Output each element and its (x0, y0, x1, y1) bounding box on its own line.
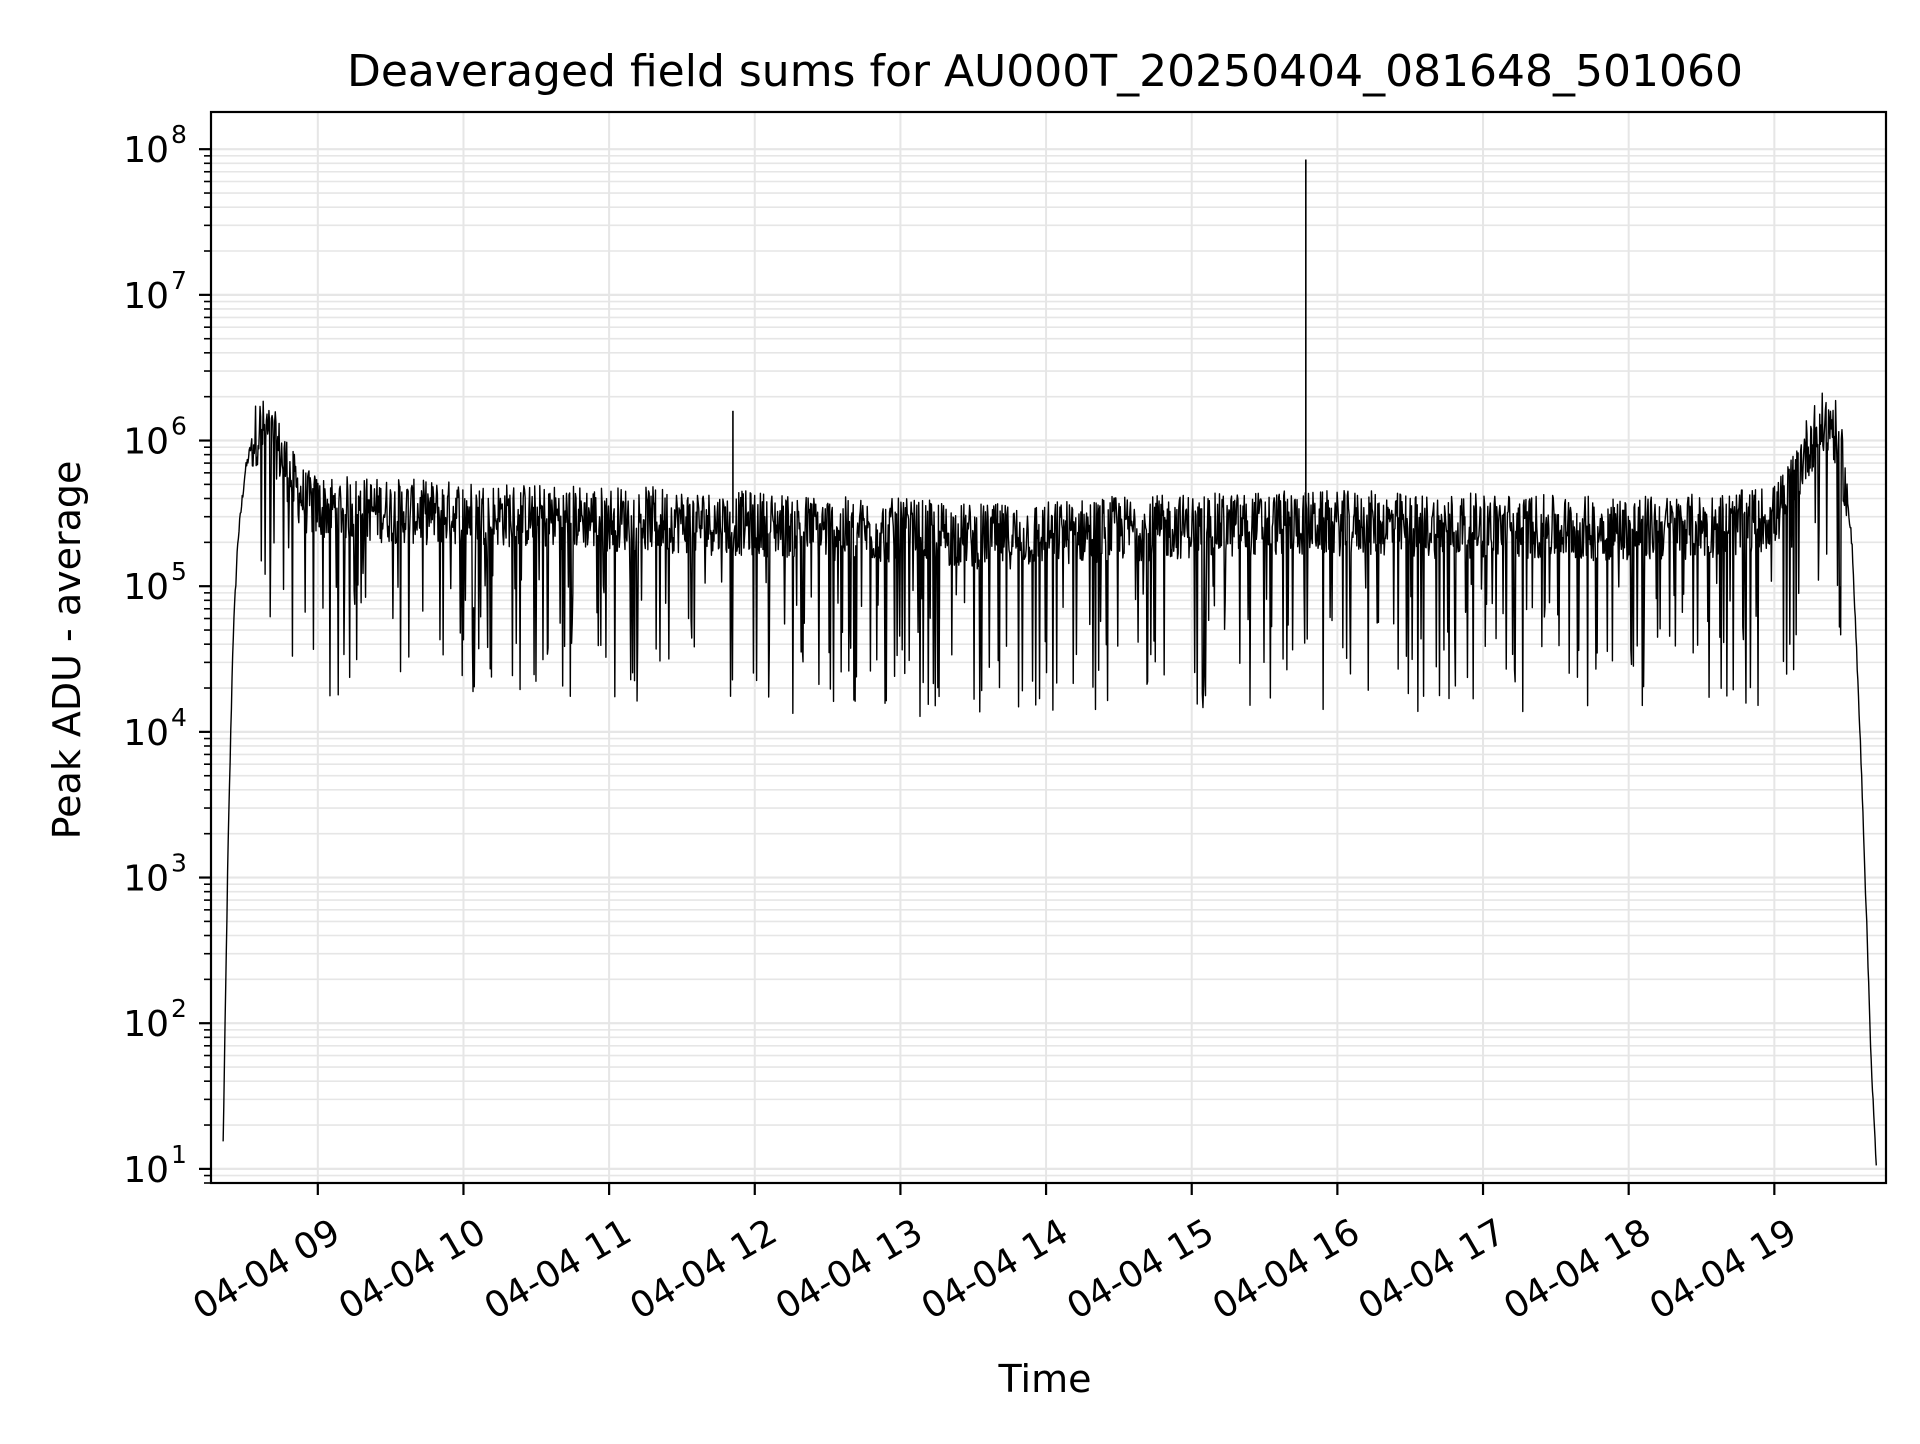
x-axis-label: Time (998, 1357, 1092, 1401)
y-tick-exponent: 8 (171, 120, 187, 149)
y-tick-exponent: 2 (171, 994, 187, 1023)
y-tick-label: 10 7 (123, 266, 187, 317)
y-tick-label: 10 6 (123, 412, 187, 463)
y-axis-label: Peak ADU - average (45, 461, 89, 840)
plot-frame (209, 110, 1888, 1185)
y-tick-base: 10 (123, 1004, 169, 1045)
y-tick-exponent: 3 (171, 849, 187, 878)
y-tick-base: 10 (123, 1150, 169, 1191)
plot-layer (222, 159, 1877, 1166)
chart-title: Deaveraged field sums for AU000T_2025040… (347, 46, 1743, 97)
y-tick-label: 10 3 (123, 849, 187, 900)
y-tick-base: 10 (123, 422, 169, 463)
y-tick-base: 10 (123, 567, 169, 608)
y-tick-exponent: 1 (171, 1140, 187, 1169)
y-tick-base: 10 (123, 276, 169, 317)
y-tick-exponent: 5 (171, 557, 187, 586)
y-tick-exponent: 4 (171, 703, 187, 732)
y-tick-exponent: 7 (171, 266, 187, 295)
series-line (222, 392, 1877, 1166)
y-tick-base: 10 (123, 859, 169, 900)
y-tick-label: 10 4 (123, 703, 187, 754)
y-tick-label: 10 1 (123, 1140, 187, 1191)
y-tick-exponent: 6 (171, 412, 187, 441)
y-tick-label: 10 5 (123, 557, 187, 608)
y-tick-label: 10 2 (123, 994, 187, 1045)
y-tick-label: 10 8 (123, 120, 187, 171)
y-tick-base: 10 (123, 713, 169, 754)
axes-layer (209, 110, 1888, 1185)
y-tick-base: 10 (123, 130, 169, 171)
